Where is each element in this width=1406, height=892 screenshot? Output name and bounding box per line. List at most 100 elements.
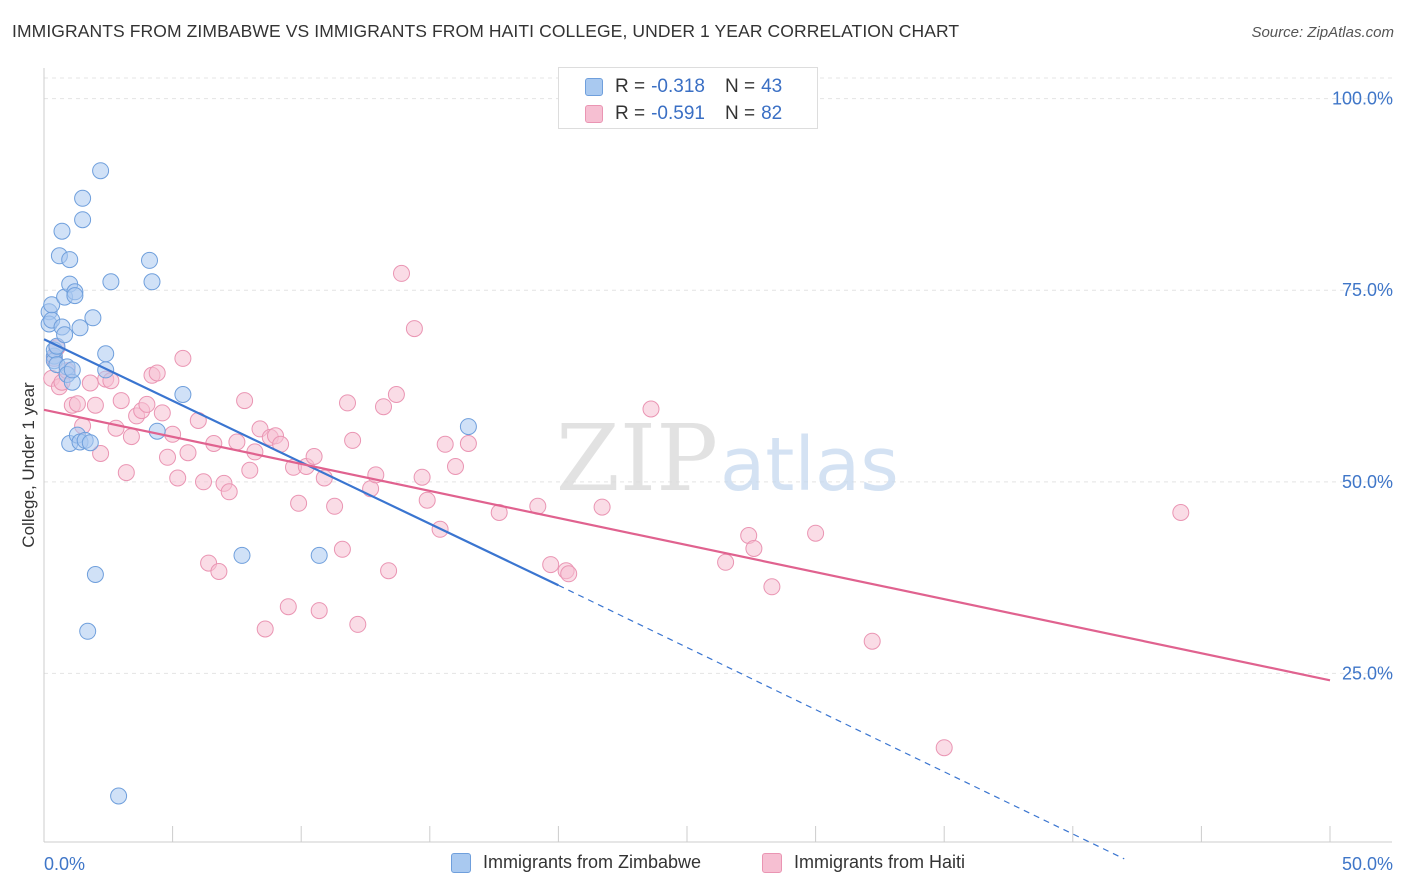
haiti-point <box>745 540 763 557</box>
zimbabwe-point <box>459 418 477 436</box>
zimbabwe-point <box>174 386 192 403</box>
grid-layer <box>44 77 1392 674</box>
haiti-point <box>290 494 308 512</box>
haiti-point <box>542 556 560 574</box>
haiti-point <box>305 448 323 465</box>
legend-item-zimbabwe: Immigrants from Zimbabwe <box>451 852 701 873</box>
haiti-point <box>92 445 110 462</box>
haiti-point <box>310 602 328 620</box>
haiti-point <box>935 739 953 757</box>
haiti-point <box>459 435 477 452</box>
haiti-point <box>349 615 367 633</box>
haiti-point <box>179 444 197 462</box>
haiti-point <box>447 458 464 475</box>
label-layer: College, Under 1 year 25.0% 50.0% 75.0% 100… <box>19 89 1393 874</box>
n-label: N = <box>724 76 756 97</box>
haiti-point <box>405 320 423 338</box>
n-value: 82 <box>761 103 783 124</box>
zimbabwe-point <box>141 251 158 269</box>
haiti-point <box>344 431 362 449</box>
y-tick-label: 25.0% <box>1342 663 1393 683</box>
series-legend: Immigrants from Zimbabwe Immigrants from… <box>0 852 1406 876</box>
haiti-point <box>418 491 436 509</box>
haiti-point <box>560 565 578 583</box>
zimbabwe-point <box>53 222 71 240</box>
haiti-point <box>174 349 192 367</box>
chart-title: IMMIGRANTS FROM ZIMBABWE VS IMMIGRANTS F… <box>12 21 960 41</box>
zimbabwe-point <box>310 546 328 564</box>
haiti-point <box>228 433 246 451</box>
zimbabwe-trend-line <box>43 338 559 587</box>
haiti-swatch <box>762 852 782 873</box>
zimbabwe-point <box>66 287 84 305</box>
haiti-point <box>333 540 351 558</box>
x-tick-label: 0.0% <box>44 854 85 874</box>
chart-source: Source: ZipAtlas.com <box>1251 24 1394 41</box>
haiti-trend-line <box>43 408 1331 682</box>
haiti-point <box>717 553 735 571</box>
zimbabwe-swatch <box>451 852 471 873</box>
zimbabwe-point <box>148 422 166 440</box>
zimbabwe-point <box>79 622 97 640</box>
y-tick-label: 75.0% <box>1342 280 1393 300</box>
legend-item-haiti: Immigrants from Haiti <box>762 852 965 873</box>
zimbabwe-point <box>233 546 251 564</box>
legend-row-haiti: R = -0.591 N = 82 <box>585 102 782 126</box>
haiti-point <box>122 428 140 446</box>
haiti-swatch <box>585 105 603 123</box>
y-axis-label: College, Under 1 year <box>19 382 38 548</box>
haiti-point <box>256 620 274 638</box>
zimbabwe-point <box>81 434 99 452</box>
watermark-zip: ZIP <box>556 405 718 512</box>
zimbabwe-point <box>61 251 79 269</box>
haiti-point <box>1172 504 1190 521</box>
y-tick-label: 100.0% <box>1332 89 1393 109</box>
haiti-point <box>241 461 259 479</box>
zimbabwe-point <box>86 566 104 583</box>
zimbabwe-point <box>43 296 61 314</box>
haiti-point <box>807 524 825 542</box>
haiti-point <box>107 419 125 437</box>
zimbabwe-trend-extension <box>558 584 1125 860</box>
haiti-point <box>112 392 130 410</box>
zimbabwe-point <box>74 189 92 207</box>
trend-layer <box>43 338 1331 860</box>
points-layer <box>40 162 1190 805</box>
haiti-point <box>380 562 398 580</box>
haiti-point <box>169 469 187 487</box>
haiti-point <box>195 473 212 491</box>
haiti-point <box>436 435 454 453</box>
zimbabwe-point <box>63 361 81 379</box>
haiti-point <box>393 264 410 282</box>
haiti-point <box>138 395 156 413</box>
n-value: 43 <box>761 76 783 97</box>
haiti-point <box>387 386 405 403</box>
haiti-point <box>863 632 881 650</box>
haiti-point <box>117 464 135 482</box>
legend-row-zimbabwe: R = -0.318 N = 43 <box>585 75 782 99</box>
haiti-point <box>153 404 171 422</box>
haiti-point <box>375 398 392 416</box>
zimbabwe-point <box>84 309 102 327</box>
haiti-point <box>593 498 611 516</box>
r-value: -0.591 <box>651 103 705 124</box>
haiti-point <box>86 396 104 414</box>
watermark: ZIP atlas <box>556 405 899 512</box>
correlation-legend: R = -0.318 N = 43 R = -0.591 N = 82 <box>558 67 818 129</box>
haiti-point <box>413 468 431 486</box>
zimbabwe-point <box>102 273 120 291</box>
zimbabwe-point <box>110 787 128 805</box>
haiti-point <box>148 364 166 382</box>
haiti-point <box>159 448 176 466</box>
zimbabwe-point <box>71 319 89 337</box>
haiti-point <box>326 497 344 515</box>
legend-label-haiti: Immigrants from Haiti <box>794 852 966 872</box>
zimbabwe-point <box>92 162 110 180</box>
watermark-atlas: atlas <box>720 422 899 508</box>
haiti-point <box>210 563 228 580</box>
zimbabwe-point <box>97 345 115 363</box>
r-value: -0.318 <box>651 76 705 97</box>
y-tick-label: 50.0% <box>1342 472 1393 492</box>
haiti-point <box>68 395 86 413</box>
